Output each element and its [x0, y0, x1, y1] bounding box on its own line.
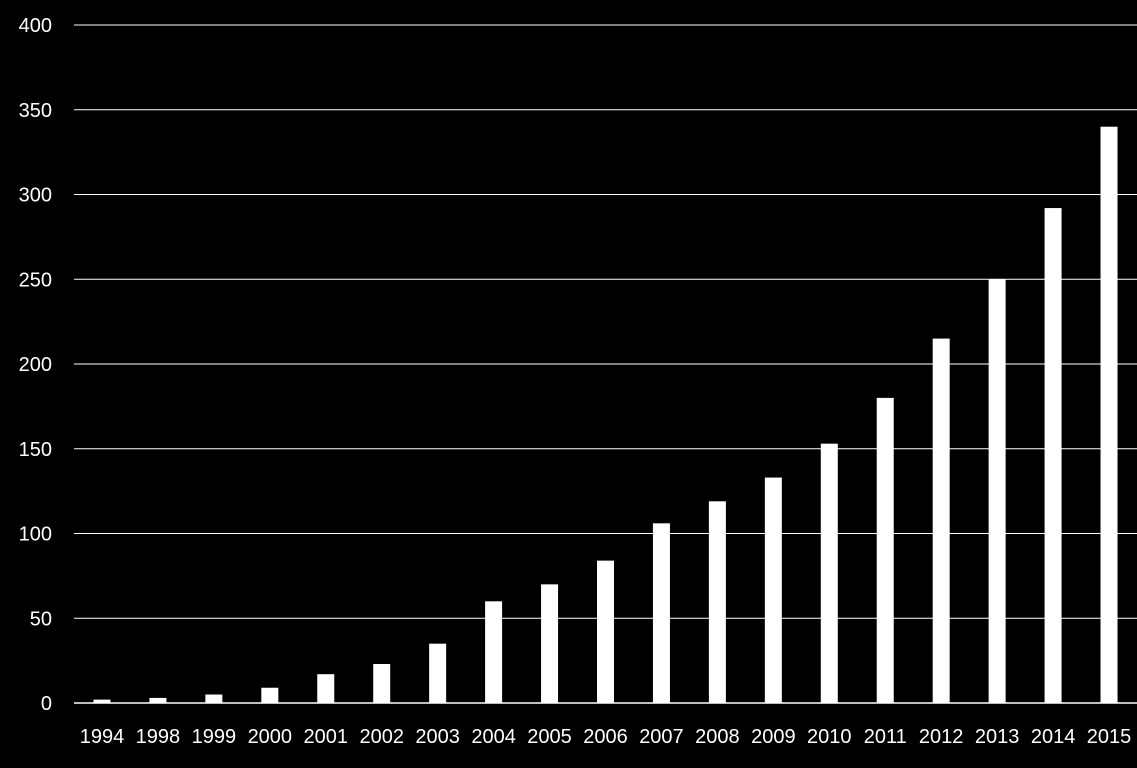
y-tick-label: 200: [19, 354, 52, 376]
y-tick-label: 400: [19, 15, 52, 37]
x-tick-label: 2006: [583, 726, 628, 748]
x-tick-label: 2014: [1031, 726, 1076, 748]
x-tick-label: 2007: [639, 726, 684, 748]
y-tick-label: 350: [19, 100, 52, 122]
bar-2004: [485, 601, 503, 703]
bar-2003: [429, 643, 447, 703]
bar-2015: [1100, 126, 1118, 703]
y-tick-label: 0: [41, 693, 52, 715]
bar-1999: [205, 694, 223, 703]
x-tick-label: 2005: [527, 726, 572, 748]
bar-2002: [373, 664, 391, 703]
x-tick-label: 2015: [1087, 726, 1132, 748]
bar-1994: [93, 699, 111, 703]
bar-2014: [1044, 208, 1062, 703]
x-tick-label: 1998: [136, 726, 181, 748]
y-tick-label: 250: [19, 269, 52, 291]
x-tick-label: 2010: [807, 726, 852, 748]
y-axis-tick-labels: 0 50 100 150 200 250 300 350 400: [19, 15, 52, 715]
x-tick-label: 2008: [695, 726, 740, 748]
x-tick-label: 2002: [359, 726, 404, 748]
bar-2008: [708, 501, 726, 703]
x-tick-label: 1999: [192, 726, 237, 748]
x-axis-tick-labels: 1994 1998 1999 2000 2001 2002 2003 2004 2005 2006…: [80, 726, 1132, 748]
bar-2006: [597, 560, 614, 703]
bar-2012: [932, 338, 950, 703]
bar-2001: [317, 674, 335, 703]
y-tick-label: 100: [19, 524, 52, 546]
bar-2000: [261, 687, 279, 703]
x-tick-label: 2011: [864, 726, 907, 748]
y-tick-label: 300: [19, 185, 52, 207]
y-tick-label: 50: [30, 608, 52, 630]
x-tick-label: 1994: [80, 726, 125, 748]
bar-2009: [764, 477, 782, 703]
y-tick-label: 150: [19, 439, 52, 461]
gridlines: [74, 24, 1137, 704]
bars: [93, 126, 1118, 703]
x-tick-label: 2000: [248, 726, 293, 748]
x-tick-label: 2013: [975, 726, 1020, 748]
bar-2010: [820, 443, 838, 703]
bar-2007: [652, 523, 670, 703]
bar-1998: [149, 697, 167, 703]
x-tick-label: 2009: [751, 726, 796, 748]
x-tick-label: 2012: [919, 726, 964, 748]
x-tick-label: 2004: [471, 726, 516, 748]
bar-2013: [988, 279, 1006, 703]
x-tick-label: 2001: [304, 726, 349, 748]
bar-2011: [876, 397, 894, 703]
bar-2005: [541, 584, 559, 703]
x-tick-label: 2003: [415, 726, 460, 748]
